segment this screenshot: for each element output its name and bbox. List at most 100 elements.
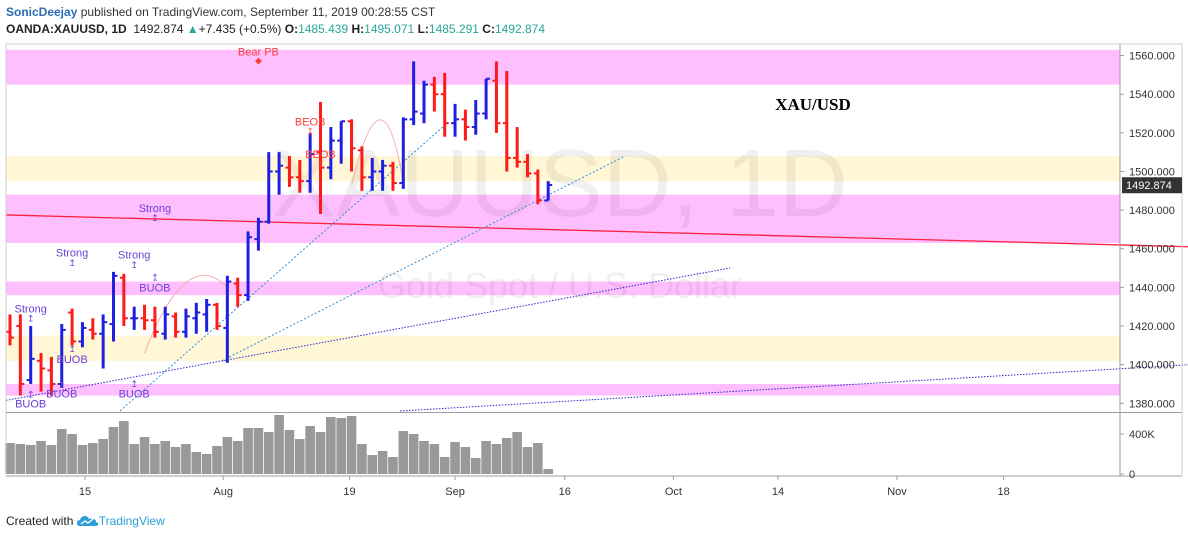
y-tick-label: 1420.000 (1129, 321, 1175, 333)
x-tick-label: 16 (559, 486, 571, 498)
tradingview-link[interactable]: TradingView (98, 514, 165, 528)
ohlc-bar (471, 100, 480, 135)
ohlc-bar (285, 156, 294, 187)
label-text: BEOB (295, 116, 326, 128)
red-trendline (5, 214, 1188, 248)
volume-bar (129, 444, 139, 474)
volume-bar (429, 444, 440, 474)
ohlc-legend: OANDA:XAUUSD, 1D 1492.874 ▲+7.435 (+0.5%… (6, 22, 545, 36)
volume-bar (139, 437, 150, 474)
ohlc-bar (130, 306, 139, 330)
volume-bar (77, 445, 88, 474)
arrow-down-icon: ↧ (317, 161, 325, 171)
fan-line-2 (221, 155, 626, 362)
arrow-up-icon: ↥ (130, 261, 138, 271)
pattern-label: BEOB↧ (295, 116, 326, 138)
ohlc-bar (482, 77, 491, 120)
author-name[interactable]: SonicDeejay (6, 5, 78, 19)
arc-2 (351, 119, 404, 186)
ohlc-bar (140, 304, 149, 330)
volume-bar (150, 444, 160, 474)
ohlc-bar (368, 157, 377, 191)
published-text: published on TradingView.com, September … (80, 5, 436, 19)
y-tick-label: 1500.000 (1129, 166, 1175, 178)
ohlc-bar (295, 159, 304, 193)
symbol-watermark: XAUUSD, 1D Gold Spot / U.S. Dollar (272, 130, 848, 306)
volume-tick-label: 0 (1129, 469, 1135, 481)
label-text: Strong (118, 250, 150, 262)
pattern-label: BUOB↥ (15, 391, 46, 411)
ohlc-bar (409, 61, 418, 126)
symbol-name[interactable]: OANDA:XAUUSD, 1D (6, 22, 127, 36)
pattern-label: Strong↥ (118, 250, 150, 272)
pattern-label: Strong↥ (56, 248, 88, 270)
ohlc-bar (337, 120, 346, 164)
volume-bar (98, 439, 108, 474)
ohlc-bar (119, 273, 128, 327)
volume-bar (450, 442, 460, 474)
x-tick-label: 15 (79, 486, 91, 498)
volume-bar (191, 452, 202, 474)
ohlc-bar (244, 231, 253, 301)
ohlc-bar (171, 312, 180, 338)
close-value: 1492.874 (494, 22, 546, 36)
y-tick-label: 1400.000 (1129, 360, 1175, 372)
price-chart[interactable]: XAUUSD, 1D Gold Spot / U.S. Dollar BUOB↥… (0, 0, 1188, 510)
volume-bar (367, 455, 378, 474)
volume-bar (160, 441, 171, 474)
volume-bar (419, 441, 429, 474)
price-change: +7.435 (+0.5%) (198, 22, 282, 36)
yellow-zone (6, 335, 1120, 361)
label-text: Strong (14, 304, 46, 316)
arrow-up-icon: ↥ (151, 214, 159, 224)
last-price-label: 1492.874 (1126, 180, 1172, 192)
volume-bar (212, 446, 222, 474)
label-text: BEOB (305, 149, 336, 161)
last-price-marker: 1492.874 (1122, 177, 1182, 194)
label-text: BUOB (119, 389, 150, 401)
pattern-label: Bear PB◆ (238, 47, 279, 67)
volume-bar (232, 441, 243, 474)
x-tick-label: 18 (997, 486, 1009, 498)
ohlc-bar (213, 302, 221, 330)
volume-bar (88, 443, 98, 474)
arrow-up-icon: ↥ (151, 274, 159, 284)
arrow-down-icon: ↧ (306, 128, 314, 138)
pink-zone (6, 281, 1120, 296)
ohlc-bar (26, 326, 35, 384)
y-tick-label: 1560.000 (1129, 51, 1175, 63)
axes: 1560.000 1540.000 1520.000 1500.000 1480.000… (5, 43, 1183, 498)
ohlc-bar (461, 109, 470, 141)
volume-bar (36, 441, 46, 474)
ohlc-bar (6, 314, 14, 346)
volume-bar (25, 445, 36, 474)
volume-bar (439, 457, 450, 474)
y-tick-label: 1540.000 (1129, 89, 1175, 101)
chart-annotation-title: XAU/USD (775, 95, 851, 114)
ohlc-bar (533, 169, 542, 205)
volume-bar (408, 434, 419, 474)
volume-bar (388, 457, 398, 474)
ohlc-bar (57, 324, 66, 388)
y-tick-label: 1520.000 (1129, 128, 1175, 140)
volume-bar (346, 416, 357, 474)
volume-bar (512, 432, 522, 474)
volume-bar (181, 444, 191, 474)
volume-bar (357, 444, 367, 474)
footer: Created with TradingView (6, 514, 165, 528)
volume-bar (305, 426, 315, 474)
volume-bar (274, 415, 284, 474)
x-tick-label: Sep (445, 486, 465, 498)
volume-tick-label: 400K (1129, 429, 1155, 441)
last-price: 1492.874 (133, 22, 184, 36)
low-value: 1485.291 (428, 22, 479, 36)
ohlc-bar (192, 302, 201, 334)
watermark-description: Gold Spot / U.S. Dollar (378, 265, 742, 306)
label-text: Strong (139, 203, 171, 215)
ohlc-bar (399, 117, 408, 189)
volume-bar (336, 418, 346, 474)
y-tick-label: 1460.000 (1129, 244, 1175, 256)
ohlc-bar (523, 154, 532, 178)
ohlc-bar (78, 322, 87, 348)
created-with-text: Created with (6, 514, 74, 528)
